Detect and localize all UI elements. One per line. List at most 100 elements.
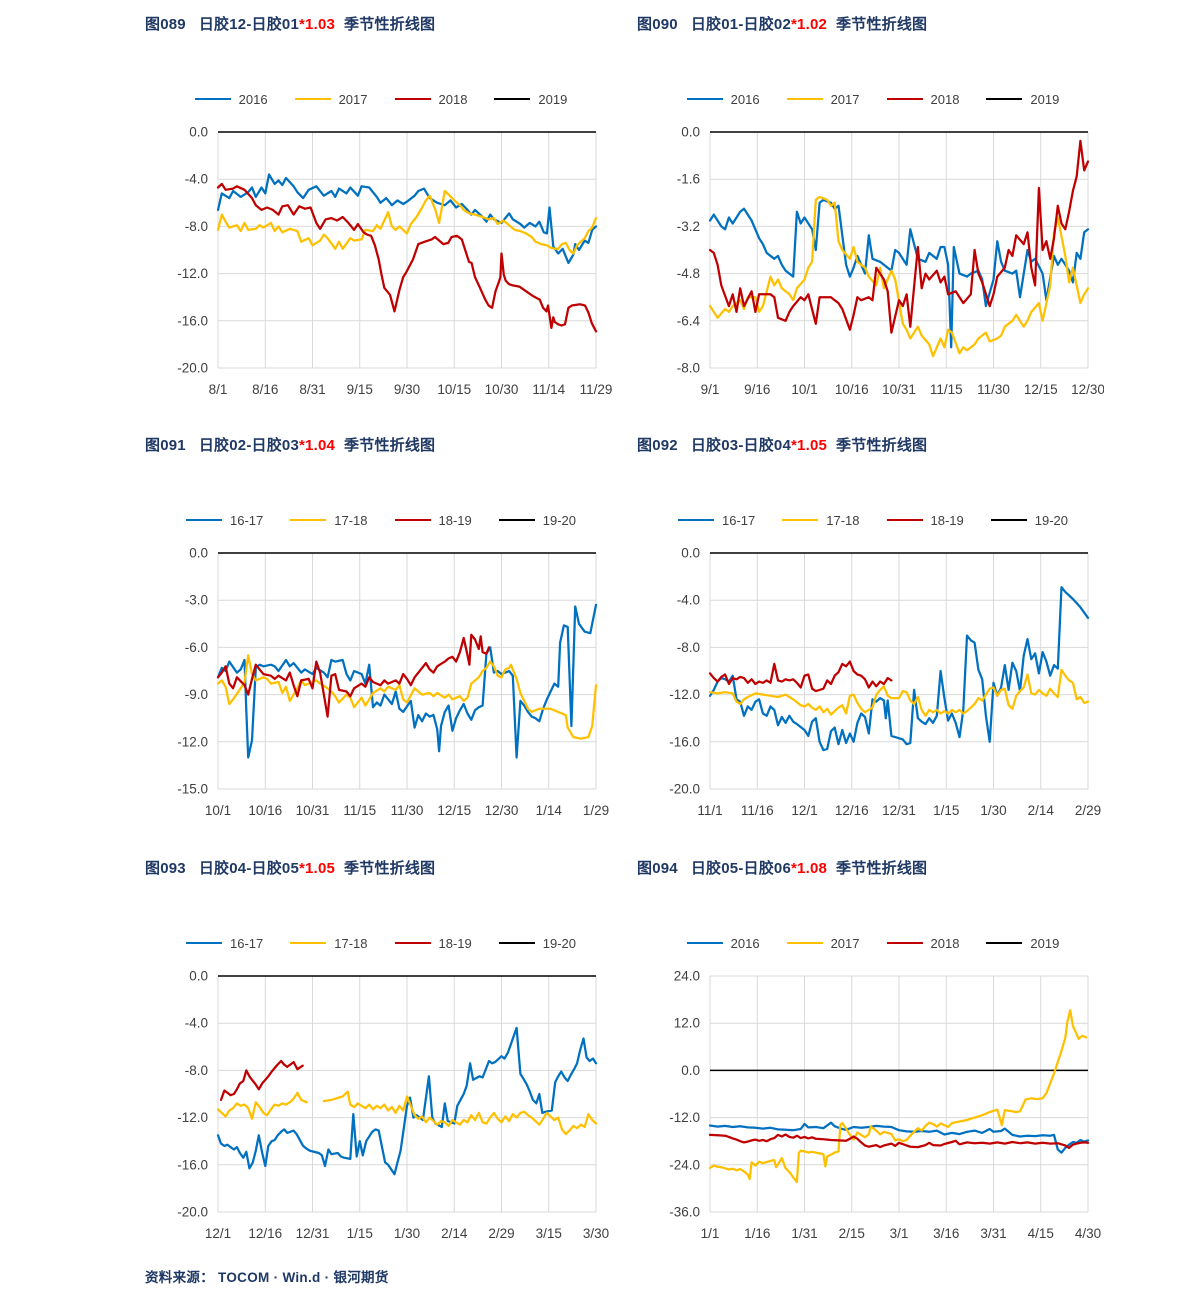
chart-title: 图092 日胶03-日胶04*1.05 季节性折线图 xyxy=(637,435,1112,457)
legend-item-16-17: 16-17 xyxy=(186,513,263,528)
x-tick-label: 2/29 xyxy=(488,1226,514,1241)
legend-label: 2018 xyxy=(930,935,960,951)
x-tick-label: 12/1 xyxy=(205,1226,231,1241)
y-tick-label: -12.0 xyxy=(669,687,700,702)
x-tick-label: 2/14 xyxy=(1028,803,1055,818)
legend-line-swatch xyxy=(986,942,1023,944)
x-tick-label: 10/30 xyxy=(485,382,519,397)
x-tick-label: 8/31 xyxy=(299,382,325,397)
legend-item-2019: 2019 xyxy=(494,92,567,107)
y-tick-label: -20.0 xyxy=(669,782,700,797)
legend-item-2016: 2016 xyxy=(686,935,760,951)
legend-item-2016: 2016 xyxy=(686,92,760,107)
x-tick-label: 3/15 xyxy=(536,1226,562,1241)
figure-label: 图092 xyxy=(637,437,678,454)
legend-item-16-17: 16-17 xyxy=(678,513,755,528)
x-tick-label: 2/29 xyxy=(1075,803,1101,818)
series-line-17-18 xyxy=(216,1091,308,1120)
series-line-2018 xyxy=(216,182,598,333)
x-tick-label: 12/15 xyxy=(437,803,471,818)
legend-line-swatch xyxy=(394,942,431,944)
x-tick-label: 2/15 xyxy=(839,1226,865,1241)
series-line-2018 xyxy=(708,139,1090,334)
legend-line-swatch xyxy=(686,98,723,100)
legend-item-18-19: 18-19 xyxy=(886,513,964,528)
chart-plot: 0.0 -4.0 -8.0 -12.0 -16.0 -20.0 11/1 11/16 12/1 1… xyxy=(642,541,1104,836)
chart-panel: 16-17 17-18 18-19 19-20 0.0 -3.0 -6.0 -9.0 -12.… xyxy=(150,491,612,836)
x-tick-label: 1/29 xyxy=(583,803,609,818)
legend-line-swatch xyxy=(394,98,431,100)
legend-line-swatch xyxy=(290,519,327,521)
chart-panel: 16-17 17-18 18-19 19-20 0.0 -4.0 -8.0 -12.0 -16… xyxy=(150,914,612,1259)
legend-item-2019: 2019 xyxy=(986,92,1059,107)
source-text: 资料来源： TOCOM · Win.d · 银河期货 xyxy=(145,1270,389,1285)
x-tick-label: 9/16 xyxy=(744,382,770,397)
legend-line-swatch xyxy=(194,98,231,100)
x-tick-label: 12/16 xyxy=(835,803,869,818)
x-tick-label: 10/31 xyxy=(882,382,916,397)
chart-panel: 2016 2017 2018 2019 24.0 12.0 0.0 -12.0 -24.0 -3… xyxy=(642,914,1104,1259)
x-tick-label: 8/1 xyxy=(209,382,228,397)
multiplier: *1.05 xyxy=(299,860,336,877)
legend-item-19-20: 19-20 xyxy=(990,513,1068,528)
series-line-2016 xyxy=(708,198,1090,349)
legend-label: 16-17 xyxy=(722,512,756,528)
legend-label: 2016 xyxy=(730,935,760,951)
x-tick-label: 9/15 xyxy=(347,382,373,397)
legend-label: 2019 xyxy=(538,91,568,107)
chart-plot: 0.0 -3.0 -6.0 -9.0 -12.0 -15.0 10/1 10/16 10/31 1… xyxy=(150,541,612,836)
legend-line-swatch xyxy=(786,942,823,944)
legend-label: 16-17 xyxy=(230,512,264,528)
chart-plot: 0.0 -4.0 -8.0 -12.0 -16.0 -20.0 8/1 8/16 8/31 9/1… xyxy=(150,120,612,415)
y-tick-label: -8.0 xyxy=(185,219,208,234)
y-tick-label: 0.0 xyxy=(681,125,700,140)
y-tick-label: -12.0 xyxy=(177,1110,208,1125)
x-tick-label: 10/31 xyxy=(296,803,330,818)
chart-plot-svg: 0.0 -1.6 -3.2 -4.8 -6.4 -8.09/1 9/16 10/1 10/16 1… xyxy=(677,125,1104,398)
legend-line-swatch xyxy=(186,942,222,944)
y-tick-label: -3.2 xyxy=(677,219,700,234)
contract-pair: 日胶12-日胶01 xyxy=(198,16,299,33)
chart-plot: 24.0 12.0 0.0 -12.0 -24.0 -36.0 1/1 1/16 1/31 2/1… xyxy=(642,964,1104,1259)
legend-item-2018: 2018 xyxy=(886,935,960,951)
legend-line-swatch xyxy=(498,519,535,521)
series-line-2017 xyxy=(216,189,598,255)
legend-item-17-18: 17-18 xyxy=(290,513,368,528)
y-tick-label: -9.0 xyxy=(185,687,208,702)
y-tick-label: 0.0 xyxy=(681,1063,700,1078)
y-tick-label: 0.0 xyxy=(189,969,208,984)
y-tick-label: -8.0 xyxy=(677,640,700,655)
y-tick-label: -15.0 xyxy=(177,782,208,797)
legend-item-17-18: 17-18 xyxy=(782,512,860,528)
x-tick-label: 3/16 xyxy=(933,1226,959,1241)
legend-label: 2019 xyxy=(1030,935,1060,951)
chart-panel: 2016 2017 2018 2019 0.0 -4.0 -8.0 -12.0 -16.0 -2… xyxy=(150,70,612,415)
x-tick-label: 11/16 xyxy=(741,803,774,818)
legend-line-swatch xyxy=(394,519,431,521)
legend-label: 18-19 xyxy=(438,935,472,951)
legend-line-swatch xyxy=(990,519,1027,521)
chart-legend: 2016 2017 2018 2019 xyxy=(642,70,1104,120)
contract-pair: 日胶05-日胶06 xyxy=(690,860,791,877)
chart-title: 图089 日胶12-日胶01*1.03 季节性折线图 xyxy=(145,14,620,36)
figure-label: 图094 xyxy=(637,860,678,877)
y-tick-label: -6.4 xyxy=(677,313,701,328)
legend-item-19-20: 19-20 xyxy=(498,512,576,528)
x-tick-label: 12/31 xyxy=(296,1226,330,1241)
y-tick-label: -4.0 xyxy=(677,593,700,608)
y-tick-label: -4.0 xyxy=(185,172,208,187)
legend-item-2018: 2018 xyxy=(886,92,959,107)
y-tick-label: -24.0 xyxy=(669,1157,700,1172)
legend-label: 17-18 xyxy=(826,512,860,528)
chart-cell-089: 图089 日胶12-日胶01*1.03 季节性折线图 2016 2017 2018 201… xyxy=(145,14,620,415)
series-line-17-18 xyxy=(216,654,598,740)
legend-line-swatch xyxy=(886,942,923,944)
legend-label: 19-20 xyxy=(542,512,576,528)
legend-label: 2019 xyxy=(1030,91,1060,107)
chart-plot-svg: 0.0 -4.0 -8.0 -12.0 -16.0 -20.08/1 8/16 8/31 9/1… xyxy=(177,125,612,398)
y-tick-label: -20.0 xyxy=(177,1205,208,1220)
title-suffix: 季节性折线图 xyxy=(344,16,436,33)
figure-label: 图091 xyxy=(145,437,186,454)
series-line-2018 xyxy=(708,1133,1090,1150)
legend-label: 19-20 xyxy=(542,935,576,951)
